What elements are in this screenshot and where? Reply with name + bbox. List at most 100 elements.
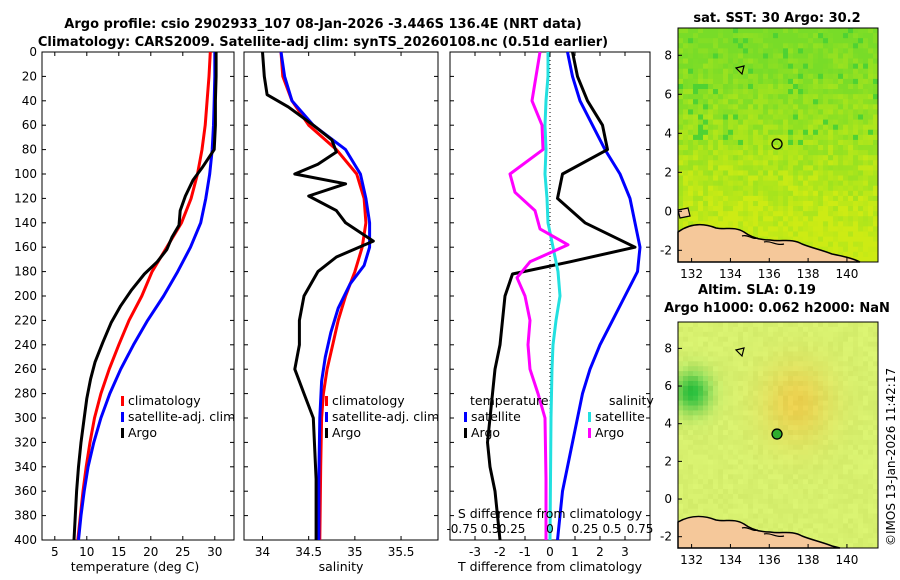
map-cell: [848, 380, 854, 387]
map-cell: [828, 165, 834, 171]
map-cell: [723, 63, 729, 70]
map-cell: [848, 134, 854, 141]
map-cell: [683, 94, 689, 100]
map-cell: [718, 221, 724, 227]
map-cell: [728, 439, 734, 446]
map-cell: [758, 449, 764, 456]
map-cell: [758, 351, 764, 357]
difference-x-label: T difference from climatology: [457, 559, 643, 574]
map-cell: [748, 190, 754, 197]
map-cell: [803, 211, 809, 217]
map-cell: [858, 68, 864, 75]
map-cell: [743, 474, 749, 480]
map-cell: [758, 155, 764, 161]
map-cell: [843, 538, 849, 544]
map-cell: [828, 139, 834, 146]
map-cell: [748, 366, 754, 372]
map-cell: [778, 479, 784, 485]
map-cell: [743, 216, 749, 222]
map-cell: [748, 439, 754, 446]
map-cell: [808, 336, 814, 343]
map-cell: [808, 385, 814, 392]
map-cell: [848, 160, 854, 166]
map-cell: [833, 400, 839, 406]
map-cell: [868, 366, 874, 372]
map-cell: [698, 380, 704, 387]
map-cell: [733, 361, 739, 367]
map-cell: [713, 150, 719, 156]
map-cell: [688, 420, 694, 426]
map-cell: [848, 129, 854, 136]
map-cell: [678, 361, 684, 367]
map-cell: [818, 346, 824, 352]
map-cell: [683, 155, 689, 161]
map-cell: [753, 351, 759, 357]
map-cell: [773, 94, 779, 100]
map-cell: [858, 160, 864, 166]
map-cell: [808, 498, 814, 505]
map-cell: [808, 150, 814, 156]
map-cell: [728, 508, 734, 515]
map-cell: [788, 380, 794, 387]
map-cell: [748, 503, 754, 510]
map-cell: [698, 145, 704, 151]
map-cell: [758, 346, 764, 352]
map-cell: [848, 484, 854, 490]
map-cell: [868, 439, 874, 446]
map-cell: [843, 464, 849, 470]
map-cell: [718, 376, 724, 382]
map-cell: [703, 508, 709, 515]
map-cell: [873, 53, 879, 59]
map-cell: [728, 449, 734, 456]
map-cell: [773, 185, 779, 192]
map-cell: [763, 38, 769, 44]
map-cell: [693, 104, 699, 110]
map-cell: [708, 211, 714, 217]
map-cell: [758, 326, 764, 333]
map-cell: [848, 83, 854, 90]
map-cell: [748, 523, 754, 529]
map-cell: [683, 165, 689, 171]
map-cell: [698, 94, 704, 100]
map-cell: [738, 114, 744, 120]
map-cell: [693, 68, 699, 75]
map-cell: [678, 395, 684, 402]
map-cell: [753, 104, 759, 110]
x2-tick-label: 0.25: [572, 522, 599, 536]
map-cell: [708, 469, 714, 475]
map-cell: [858, 73, 864, 80]
map-cell: [833, 503, 839, 510]
map-cell: [763, 454, 769, 460]
map-cell: [798, 484, 804, 490]
map-cell: [763, 129, 769, 136]
map-cell: [833, 346, 839, 352]
map-cell: [793, 415, 799, 421]
map-cell: [843, 68, 849, 75]
map-cell: [718, 43, 724, 49]
map-cell: [718, 449, 724, 456]
map-cell: [868, 533, 874, 539]
map-cell: [813, 134, 819, 141]
map-cell: [728, 420, 734, 426]
map-cell: [748, 73, 754, 80]
map-cell: [838, 322, 844, 328]
map-cell: [758, 185, 764, 192]
map-cell: [693, 221, 699, 227]
map-cell: [833, 226, 839, 232]
map-cell: [838, 469, 844, 475]
map-cell: [803, 356, 809, 362]
map-cell: [793, 221, 799, 227]
map-cell: [868, 449, 874, 456]
map-cell: [683, 109, 689, 115]
map-cell: [818, 322, 824, 328]
map-cell: [768, 341, 774, 347]
map-cell: [873, 226, 879, 232]
map-cell: [833, 336, 839, 343]
map-cell: [873, 89, 879, 95]
map-cell: [838, 351, 844, 357]
map-cell: [788, 366, 794, 372]
map-cell: [693, 73, 699, 80]
map-cell: [703, 221, 709, 227]
map-cell: [803, 425, 809, 431]
map-cell: [863, 351, 869, 357]
